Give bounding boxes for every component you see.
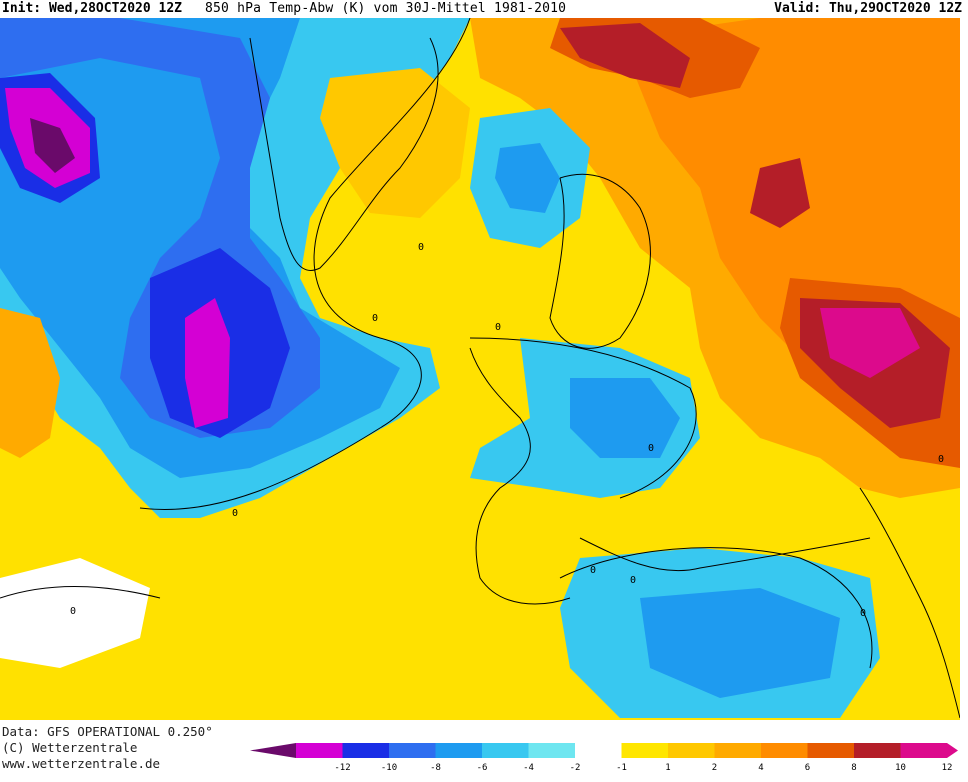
zero-contour-europe	[469, 337, 697, 499]
anomaly-magenta-east	[820, 308, 920, 378]
legend-tick-label: -6	[477, 763, 488, 773]
legend-tick-label: 4	[758, 763, 763, 773]
anomaly-blue-africa	[640, 588, 840, 698]
legend-tick-label: -12	[334, 763, 350, 773]
legend-swatch	[621, 743, 668, 758]
legend-tick-label: -10	[381, 763, 397, 773]
map-title: 850 hPa Temp-Abw (K) vom 30J-Mittel 1981…	[205, 1, 567, 16]
legend-swatch	[389, 743, 436, 758]
anomaly-darkred-russia	[750, 158, 810, 228]
legend-tick-label: 12	[942, 763, 953, 773]
legend-tick-label: -8	[430, 763, 441, 773]
coastline-greenland	[249, 37, 439, 271]
contour-label: 0	[495, 322, 501, 333]
legend-tick-label: -2	[570, 763, 581, 773]
legend-tick-label: 2	[712, 763, 717, 773]
contour-label: 0	[938, 454, 944, 465]
credits: Data: GFS OPERATIONAL 0.250° (C) Wetterz…	[2, 724, 213, 772]
anomaly-blue-barents	[495, 143, 560, 213]
map-canvas: 0 0 0 0 0 0 0 0 0 0	[0, 18, 960, 720]
contour-label: 0	[630, 575, 636, 586]
legend-swatch	[435, 743, 482, 758]
init-time: Init: Wed,28OCT2020 12Z	[2, 1, 183, 16]
legend-swatch	[482, 743, 529, 758]
legend-tick-label: 6	[805, 763, 810, 773]
coastline-red-sea	[859, 487, 960, 719]
legend-swatch	[575, 743, 622, 758]
coastline-mediterranean	[579, 537, 871, 572]
zero-contour-africa	[559, 547, 873, 669]
data-source: Data: GFS OPERATIONAL 0.250°	[2, 724, 213, 739]
contour-label: 0	[418, 242, 424, 253]
map-footer: Data: GFS OPERATIONAL 0.250° (C) Wetterz…	[0, 722, 968, 782]
anomaly-darkpurple-canada	[30, 118, 75, 173]
contour-label: 0	[590, 565, 596, 576]
zero-contour-west	[0, 586, 161, 599]
legend-swatch	[714, 743, 761, 758]
legend-tick-label: 8	[851, 763, 856, 773]
legend-high-end	[947, 743, 958, 758]
copyright: (C) Wetterzentrale	[2, 740, 138, 755]
legend-swatch	[854, 743, 901, 758]
legend-swatch	[668, 743, 715, 758]
legend-swatch	[342, 743, 389, 758]
contour-label: 0	[70, 606, 76, 617]
anomaly-neutral-west	[0, 558, 150, 668]
legend-tick-label: 1	[665, 763, 670, 773]
coastline-scandinavia	[549, 173, 651, 349]
anomaly-purple-atlantic	[185, 298, 230, 428]
contour-label: 0	[860, 608, 866, 619]
temperature-anomaly-map: 0 0 0 0 0 0 0 0 0 0	[0, 18, 960, 720]
legend-swatch	[296, 743, 343, 758]
legend-tick-label: -1	[616, 763, 627, 773]
legend-tick-label: -4	[523, 763, 534, 773]
contour-label: 0	[372, 313, 378, 324]
anomaly-darkred-north	[560, 23, 690, 88]
anomaly-blue-europe	[570, 378, 680, 458]
contour-label: 0	[232, 508, 238, 519]
zero-contour-atlantic	[139, 18, 471, 511]
contour-label: 0	[648, 443, 654, 454]
legend-low-end	[250, 743, 296, 758]
map-header: Init: Wed,28OCT2020 12Z 850 hPa Temp-Abw…	[0, 0, 968, 18]
coastline-western-europe	[469, 347, 571, 605]
anomaly-orange-west	[0, 308, 60, 458]
legend-swatch	[761, 743, 808, 758]
legend-swatch	[528, 743, 575, 758]
anomaly-yellow-greenland	[320, 68, 470, 218]
website: www.wetterzentrale.de	[2, 756, 161, 771]
legend-tick-label: 10	[895, 763, 906, 773]
color-legend: -12 -10 -8 -6 -4 -2 -1 1 2 4 6 8 10 12	[250, 743, 958, 773]
valid-time: Valid: Thu,29OCT2020 12Z	[774, 1, 962, 16]
legend-swatch	[807, 743, 854, 758]
legend-swatch	[900, 743, 947, 758]
